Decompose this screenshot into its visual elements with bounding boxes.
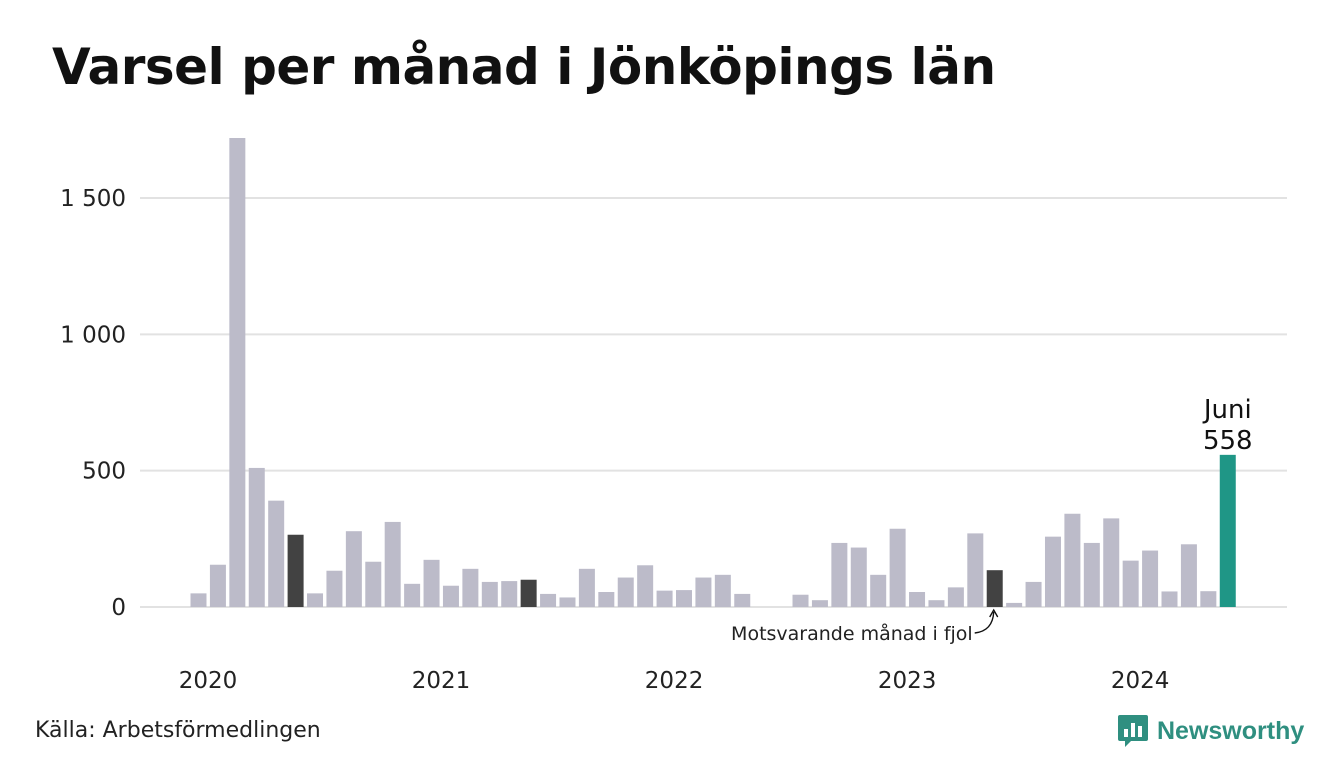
bar-2020-05: [268, 500, 285, 607]
x-tick-label: 2020: [179, 668, 238, 694]
bar-2023-12: [1103, 518, 1120, 607]
bar-2023-01: [889, 528, 906, 607]
bar-2020-11: [384, 521, 401, 607]
bar-2024-02: [1142, 550, 1159, 607]
bar-2020-04: [248, 467, 265, 607]
bar-2021-02: [442, 585, 459, 607]
highlight-month-label: Juni: [1202, 395, 1252, 425]
bar-2023-11: [1083, 542, 1100, 607]
bar-2022-11: [850, 547, 867, 607]
bar-2020-07: [307, 593, 324, 607]
bar-2023-05: [967, 533, 984, 607]
bar-2021-11: [617, 577, 634, 607]
bar-2021-01: [423, 559, 440, 607]
brand-logo: Newsworthy: [1117, 713, 1304, 749]
bar-2020-09: [345, 531, 362, 607]
bar-2024-05: [1200, 591, 1217, 607]
bar-2021-04: [481, 581, 498, 607]
bar-2024-03: [1161, 591, 1178, 607]
bar-2021-06: [520, 579, 537, 607]
bar-2023-07: [1006, 602, 1023, 607]
bar-2024-01: [1122, 560, 1139, 607]
y-tick-label: 1 000: [60, 322, 126, 348]
bar-2020-08: [326, 570, 343, 607]
annotation-arrow: [974, 611, 995, 634]
bar-2021-09: [578, 568, 595, 607]
page-title: Varsel per månad i Jönköpings län: [52, 38, 996, 96]
comparison-annotation: Motsvarande månad i fjol: [731, 622, 973, 645]
bar-2021-03: [462, 568, 479, 607]
y-tick-label: 0: [111, 595, 126, 621]
bar-2024-04: [1180, 544, 1197, 607]
highlight-value-label: 558: [1203, 426, 1253, 456]
bar-2024-06: [1219, 454, 1236, 607]
x-axis-ticks: 2020 2021 2022 2023 2024: [179, 668, 1170, 694]
bar-2022-05: [734, 593, 751, 607]
bar-2021-05: [501, 581, 518, 607]
y-tick-label: 500: [82, 459, 126, 485]
bar-2022-04: [714, 574, 731, 607]
bar-2022-12: [870, 574, 887, 607]
x-tick-label: 2024: [1111, 668, 1170, 694]
bar-2020-01: [190, 593, 207, 607]
bar-2023-10: [1064, 513, 1081, 607]
bars: [190, 138, 1236, 607]
bar-2023-09: [1044, 536, 1061, 607]
bar-2023-04: [947, 587, 964, 607]
bar-2023-08: [1025, 581, 1042, 607]
source-note: Källa: Arbetsförmedlingen: [35, 718, 321, 743]
bar-2020-06: [287, 534, 304, 607]
bar-2023-02: [909, 592, 926, 607]
newsworthy-logo-icon: [1118, 715, 1148, 747]
bar-2020-10: [365, 561, 382, 607]
bar-2022-02: [676, 590, 692, 607]
bar-2022-03: [695, 577, 712, 607]
annotation-arrowhead: [989, 608, 999, 618]
bar-2020-03: [229, 138, 246, 607]
bar-2020-02: [209, 564, 226, 607]
bar-2022-09: [811, 600, 828, 607]
bar-2021-12: [637, 565, 654, 607]
x-tick-label: 2021: [412, 668, 471, 694]
y-axis-ticks: 0 500 1 000 1 500: [60, 186, 126, 621]
bar-2021-07: [540, 593, 557, 607]
brand-name: Newsworthy: [1157, 716, 1305, 745]
x-tick-label: 2023: [878, 668, 937, 694]
bar-2022-01: [656, 590, 673, 607]
bar-2022-10: [831, 542, 848, 607]
bar-2022-08: [792, 594, 809, 607]
bar-2020-12: [404, 583, 421, 607]
x-tick-label: 2022: [645, 668, 704, 694]
bar-2023-03: [928, 600, 945, 607]
bar-2021-10: [598, 592, 615, 607]
bar-2023-06: [986, 570, 1003, 607]
y-tick-label: 1 500: [60, 186, 126, 212]
bar-2021-08: [559, 597, 576, 607]
